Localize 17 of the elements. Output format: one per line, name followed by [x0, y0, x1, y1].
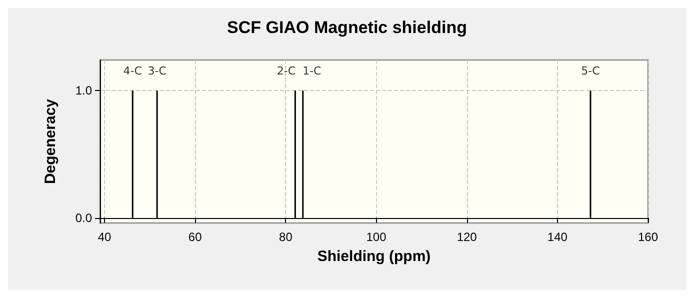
annotation: 1-C [302, 64, 322, 78]
annotation: 2-C [276, 64, 296, 78]
x-tick-label: 120 [456, 230, 478, 244]
x-axis-title: Shielding (ppm) [317, 248, 431, 265]
x-tick-label: 100 [366, 230, 387, 244]
x-tick-label: 140 [547, 230, 568, 244]
x-tick-label: 160 [638, 230, 658, 244]
chart-title: SCF GIAO Magnetic shielding [227, 18, 467, 37]
y-axis-title: Degeneracy [42, 98, 59, 184]
annotation: 5-C [581, 64, 600, 78]
annotation: 3-C [148, 64, 167, 78]
x-tick-label: 80 [279, 230, 293, 244]
annotation: 4-C [123, 64, 142, 78]
x-tick-label: 40 [98, 230, 112, 244]
y-tick-label: 1.0 [75, 84, 92, 98]
x-tick-label: 60 [188, 230, 202, 244]
y-tick-label: 0.0 [75, 210, 92, 225]
